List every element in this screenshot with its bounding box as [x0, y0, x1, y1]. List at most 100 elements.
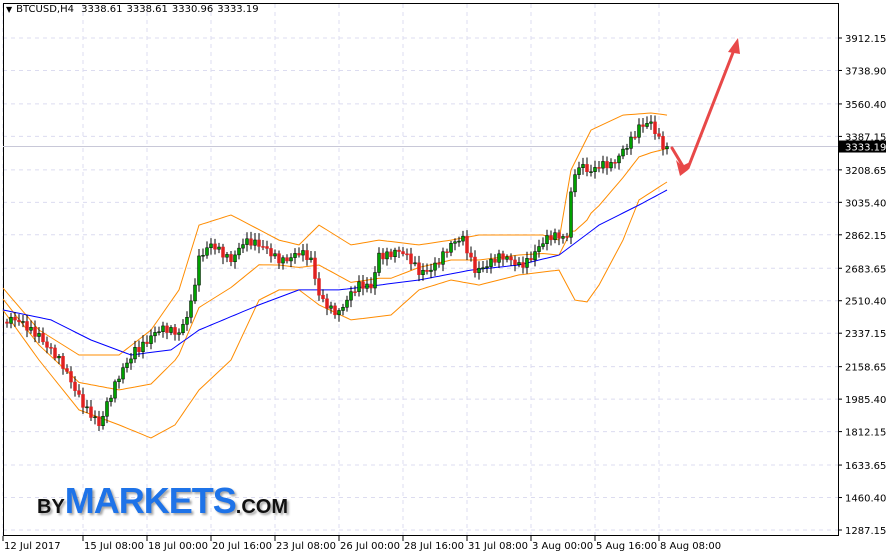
bull-candle — [245, 238, 249, 245]
bear-candle — [145, 341, 149, 344]
plot-border — [3, 3, 839, 536]
bull-candle — [253, 239, 257, 246]
bear-candle — [445, 251, 449, 253]
bull-candle — [533, 251, 537, 261]
bull-candle — [477, 267, 481, 273]
bull-candle — [281, 257, 285, 264]
bear-candle — [513, 259, 517, 265]
bull-candle — [561, 236, 565, 239]
logo-com: .COM — [235, 496, 289, 518]
bull-candle — [337, 310, 341, 316]
bull-candle — [157, 331, 161, 334]
bull-candle — [329, 305, 333, 309]
bear-candle — [661, 136, 665, 150]
bull-candle — [461, 235, 465, 242]
y-axis: 3912.15 3738.90 3560.40 3387.15 3208.65 3035.… — [838, 34, 886, 537]
bollinger-bands — [2, 112, 668, 439]
bear-candle — [73, 381, 77, 391]
bull-candle — [645, 123, 649, 127]
bear-candle — [313, 257, 317, 279]
bull-candle — [421, 269, 425, 275]
bear-candle — [509, 256, 513, 261]
bull-candle — [365, 283, 369, 289]
bear-candle — [597, 167, 601, 169]
bear-candle — [5, 321, 9, 324]
bull-candle — [161, 325, 165, 333]
bull-candle — [589, 171, 593, 173]
bear-candle — [249, 238, 253, 246]
dropdown-triangle-icon[interactable]: ▼ — [6, 5, 13, 14]
x-tick-label: 31 Jul 08:00 — [468, 541, 528, 552]
bull-candle — [309, 257, 313, 260]
bear-candle — [265, 246, 269, 249]
bear-candle — [405, 253, 409, 256]
bear-candle — [409, 253, 413, 265]
bear-candle — [137, 347, 141, 352]
bull-candle — [9, 316, 13, 324]
bear-candle — [49, 347, 53, 349]
bull-candle — [57, 356, 61, 359]
y-tick-label: 2158.65 — [845, 363, 886, 374]
bull-candle — [201, 254, 205, 257]
x-tick-label: 12 Jul 2017 — [4, 541, 61, 552]
bear-candle — [61, 356, 65, 369]
symbol-label: BTCUSD,H4 — [16, 4, 74, 15]
bull-candle — [413, 262, 417, 265]
bull-candle — [141, 341, 145, 352]
bear-candle — [473, 256, 477, 273]
bull-candle — [177, 332, 181, 335]
current-price-box — [839, 140, 886, 153]
x-tick-label: 3 Aug 00:00 — [532, 541, 593, 552]
bear-candle — [165, 325, 169, 333]
y-tick-label: 3560.40 — [845, 100, 886, 111]
bear-candle — [585, 164, 589, 172]
bull-candle — [489, 258, 493, 267]
bear-candle — [277, 253, 281, 264]
bear-candle — [657, 133, 661, 137]
bear-candle — [173, 327, 177, 335]
bull-candle — [217, 246, 221, 250]
close-value: 3333.19 — [217, 4, 259, 15]
bear-candle — [333, 305, 337, 316]
bull-candle — [85, 406, 89, 409]
y-tick-label: 2337.15 — [845, 329, 886, 340]
bear-candle — [653, 121, 657, 134]
bull-candle — [525, 258, 529, 268]
bear-candle — [13, 316, 17, 321]
bear-candle — [269, 248, 273, 257]
bull-candle — [517, 262, 521, 265]
bear-candle — [81, 394, 85, 408]
bear-candle — [605, 161, 609, 169]
bull-candle — [233, 254, 237, 263]
bull-candle — [21, 321, 25, 323]
bear-candle — [53, 347, 57, 359]
x-tick-label: 20 Jul 16:00 — [212, 541, 272, 552]
bear-candle — [229, 254, 233, 263]
bull-candle — [581, 164, 585, 169]
bull-candle — [393, 249, 397, 257]
bear-candle — [521, 262, 525, 268]
bear-candle — [389, 251, 393, 257]
bear-candle — [565, 236, 569, 238]
bull-candle — [505, 256, 509, 260]
bull-candle — [625, 148, 629, 150]
bull-candle — [101, 416, 105, 426]
bull-candle — [377, 252, 381, 273]
bear-candle — [633, 136, 637, 139]
bull-candle — [149, 335, 153, 344]
bear-candle — [425, 269, 429, 272]
bull-candle — [345, 299, 349, 308]
bull-candle — [553, 232, 557, 241]
bull-candle — [665, 146, 669, 150]
x-tick-label: 23 Jul 08:00 — [276, 541, 336, 552]
bull-candle — [537, 246, 541, 252]
bull-candle — [577, 167, 581, 175]
bear-candle — [465, 235, 469, 254]
bull-candle — [649, 121, 653, 124]
bull-candle — [105, 401, 109, 417]
y-tick-label: 1985.40 — [845, 395, 886, 406]
bear-candle — [317, 278, 321, 296]
x-tick-label: 26 Jul 00:00 — [340, 541, 400, 552]
bull-candle — [601, 161, 605, 169]
